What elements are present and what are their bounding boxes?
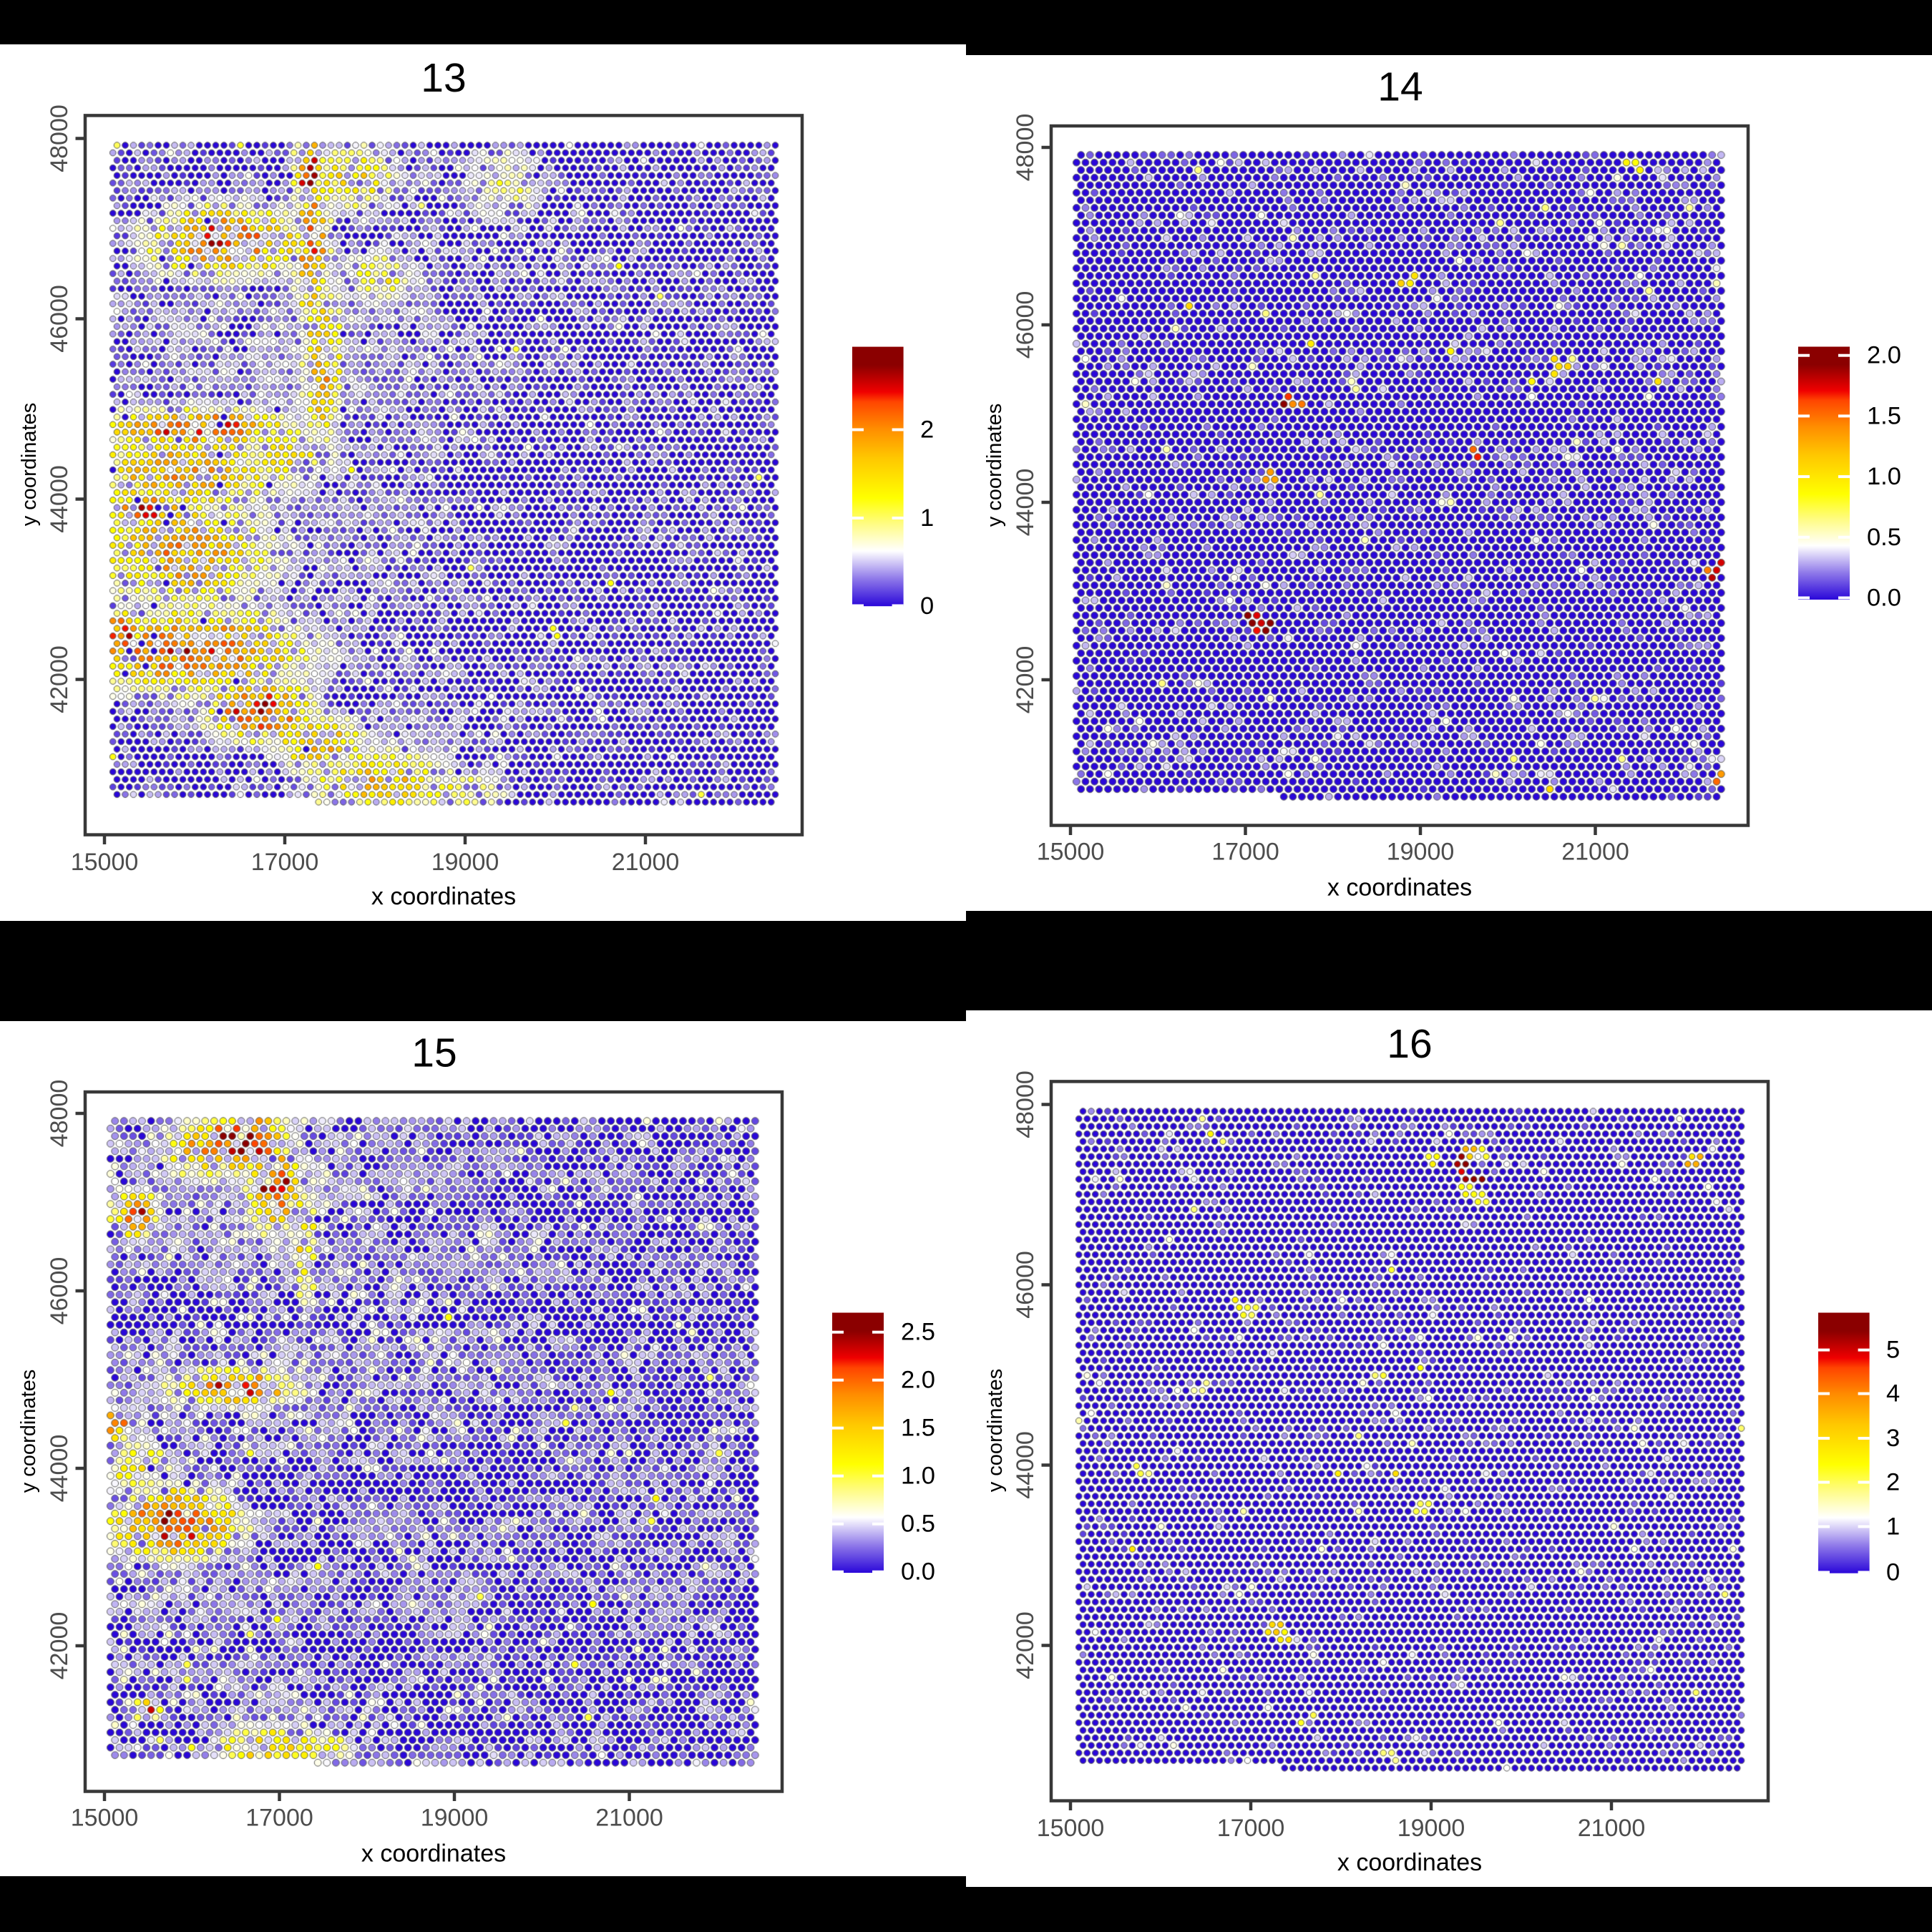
svg-text:x coordinates: x coordinates [371, 883, 516, 910]
svg-text:44000: 44000 [46, 1435, 73, 1503]
svg-text:1.5: 1.5 [901, 1415, 935, 1442]
svg-text:1.5: 1.5 [1867, 402, 1901, 429]
svg-text:x coordinates: x coordinates [361, 1840, 506, 1867]
svg-text:21000: 21000 [1561, 839, 1629, 866]
svg-text:21000: 21000 [595, 1805, 663, 1832]
svg-text:19000: 19000 [421, 1805, 489, 1832]
svg-text:2.0: 2.0 [901, 1367, 935, 1394]
svg-text:19000: 19000 [1387, 839, 1455, 866]
svg-text:48000: 48000 [1012, 114, 1039, 182]
svg-text:15: 15 [411, 1030, 457, 1076]
svg-text:48000: 48000 [46, 1080, 73, 1148]
svg-text:17000: 17000 [251, 849, 319, 876]
svg-text:0.5: 0.5 [901, 1511, 935, 1538]
svg-text:1: 1 [920, 504, 934, 532]
svg-text:44000: 44000 [46, 465, 73, 533]
svg-text:2.5: 2.5 [901, 1319, 935, 1346]
svg-text:1.0: 1.0 [901, 1463, 935, 1490]
svg-text:0: 0 [920, 592, 934, 620]
svg-text:1.0: 1.0 [1867, 463, 1901, 490]
svg-text:42000: 42000 [46, 645, 73, 713]
svg-text:3: 3 [1886, 1425, 1900, 1452]
svg-text:2.0: 2.0 [1867, 342, 1901, 369]
svg-text:0.0: 0.0 [901, 1558, 935, 1586]
svg-text:0.0: 0.0 [1867, 585, 1901, 612]
svg-text:21000: 21000 [1578, 1815, 1646, 1842]
svg-text:42000: 42000 [1012, 1611, 1039, 1679]
svg-text:17000: 17000 [1217, 1815, 1285, 1842]
svg-text:21000: 21000 [612, 849, 680, 876]
svg-text:y coordinates: y coordinates [984, 1369, 1007, 1493]
svg-text:15000: 15000 [71, 1805, 139, 1832]
svg-text:48000: 48000 [1012, 1070, 1039, 1138]
svg-text:13: 13 [421, 55, 466, 101]
svg-text:44000: 44000 [1012, 1431, 1039, 1499]
svg-text:1: 1 [1886, 1513, 1900, 1540]
svg-text:y coordinates: y coordinates [18, 403, 41, 527]
svg-text:2: 2 [920, 416, 934, 444]
svg-text:4: 4 [1886, 1380, 1900, 1407]
svg-text:y coordinates: y coordinates [17, 1370, 40, 1493]
svg-text:15000: 15000 [1037, 1815, 1105, 1842]
svg-text:48000: 48000 [46, 104, 73, 172]
svg-text:0.5: 0.5 [1867, 524, 1901, 551]
svg-text:44000: 44000 [1012, 469, 1039, 537]
svg-text:2: 2 [1886, 1469, 1900, 1496]
svg-text:19000: 19000 [1397, 1815, 1465, 1842]
svg-text:15000: 15000 [71, 849, 139, 876]
svg-text:46000: 46000 [46, 1257, 73, 1325]
svg-text:x coordinates: x coordinates [1337, 1849, 1482, 1876]
svg-text:16: 16 [1387, 1021, 1432, 1067]
svg-text:46000: 46000 [1012, 291, 1039, 359]
svg-text:15000: 15000 [1037, 839, 1105, 866]
svg-text:42000: 42000 [1012, 646, 1039, 714]
svg-text:17000: 17000 [245, 1805, 313, 1832]
svg-text:46000: 46000 [1012, 1251, 1039, 1319]
svg-text:14: 14 [1377, 64, 1423, 110]
svg-text:5: 5 [1886, 1337, 1900, 1364]
svg-text:0: 0 [1886, 1558, 1900, 1586]
svg-text:46000: 46000 [46, 285, 73, 353]
svg-text:x coordinates: x coordinates [1327, 874, 1472, 901]
svg-text:y coordinates: y coordinates [983, 404, 1006, 527]
svg-text:19000: 19000 [431, 849, 499, 876]
svg-text:42000: 42000 [46, 1612, 73, 1680]
svg-text:17000: 17000 [1211, 839, 1279, 866]
